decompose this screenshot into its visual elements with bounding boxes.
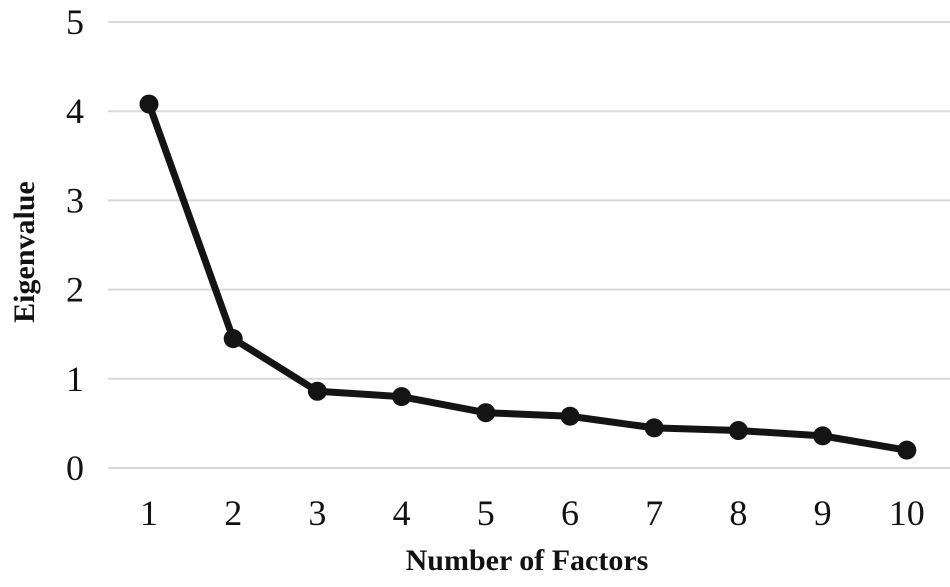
y-tick-label: 2 [66,270,84,310]
x-axis-tick-labels: 1 2 3 4 5 6 7 8 9 10 [140,493,925,533]
data-point-marker [392,387,412,407]
eigenvalue-series-markers [139,94,917,460]
x-tick-label: 7 [645,493,663,533]
data-point-marker [139,94,159,114]
x-tick-label: 4 [393,493,411,533]
gridlines [108,21,950,469]
x-axis-title: Number of Factors [406,544,649,577]
data-point-marker [223,329,243,349]
y-tick-label: 5 [66,2,84,42]
data-point-marker [728,421,748,441]
data-point-marker [476,403,496,423]
eigenvalue-series-line [145,100,911,454]
data-point-marker [897,440,917,460]
series-polyline [145,100,911,454]
x-tick-label: 6 [561,493,579,533]
data-point-marker [307,381,327,401]
data-point-marker [560,406,580,426]
y-tick-label: 3 [66,180,84,220]
data-point-marker [813,426,833,446]
y-tick-label: 1 [66,359,84,399]
x-tick-label: 8 [729,493,747,533]
y-axis-title: Eigenvalue [8,181,41,323]
x-tick-label: 5 [477,493,495,533]
y-tick-label: 0 [66,448,84,488]
x-tick-label: 9 [814,493,832,533]
y-axis-tick-labels: 0 1 2 3 4 5 [66,2,84,488]
data-point-marker [644,418,664,438]
x-tick-label: 10 [889,493,925,533]
x-tick-label: 2 [224,493,242,533]
x-tick-label: 3 [308,493,326,533]
y-tick-label: 4 [66,91,84,131]
x-tick-label: 1 [140,493,158,533]
